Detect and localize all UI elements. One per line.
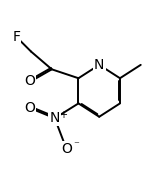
Text: O: O — [24, 101, 35, 115]
Text: O: O — [24, 74, 35, 88]
Text: ⁻: ⁻ — [73, 141, 79, 151]
Text: N: N — [94, 58, 104, 72]
Text: +: + — [59, 109, 67, 120]
Text: N: N — [50, 111, 60, 125]
Text: F: F — [12, 30, 20, 44]
Text: O: O — [61, 142, 72, 156]
